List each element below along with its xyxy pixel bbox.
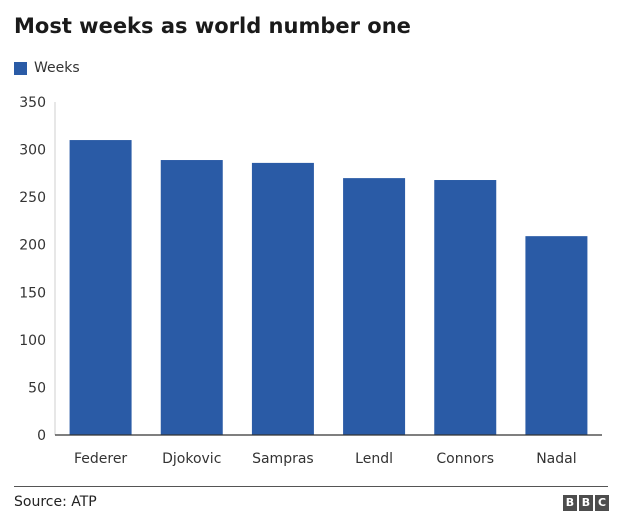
bar <box>69 140 132 436</box>
y-tick-label: 300 <box>19 143 46 159</box>
y-tick-label: 250 <box>19 190 46 206</box>
y-tick-label: 350 <box>19 95 46 111</box>
footer-divider <box>14 486 608 487</box>
y-tick-label: 100 <box>19 333 46 349</box>
legend-label: Weeks <box>34 60 80 76</box>
bar <box>251 162 314 436</box>
bar <box>343 178 406 435</box>
x-tick-label: Connors <box>436 451 494 467</box>
logo-letter: C <box>595 495 609 511</box>
bar-chart: 0 50 100 150 200 250 300 350 Federer Djokovic Samp… <box>19 95 602 467</box>
y-tick-label: 150 <box>19 285 46 301</box>
bbc-logo: B B C <box>563 495 609 511</box>
bar <box>525 236 588 435</box>
chart-title: Most weeks as world number one <box>14 14 411 38</box>
x-tick-label: Federer <box>74 451 127 467</box>
x-tick-label: Lendl <box>355 451 393 467</box>
legend-swatch <box>14 61 27 75</box>
y-tick-label: 0 <box>37 428 46 444</box>
logo-letter: B <box>563 495 577 511</box>
logo-letter: B <box>579 495 593 511</box>
x-tick-label: Nadal <box>536 451 576 467</box>
x-tick-label: Sampras <box>252 451 314 467</box>
x-tick-label: Djokovic <box>162 451 221 467</box>
legend: Weeks <box>14 60 80 76</box>
bar <box>434 180 497 435</box>
y-tick-label: 50 <box>28 380 46 396</box>
y-tick-label: 200 <box>19 238 46 254</box>
bar <box>160 160 223 435</box>
source-note: Source: ATP <box>14 494 97 510</box>
